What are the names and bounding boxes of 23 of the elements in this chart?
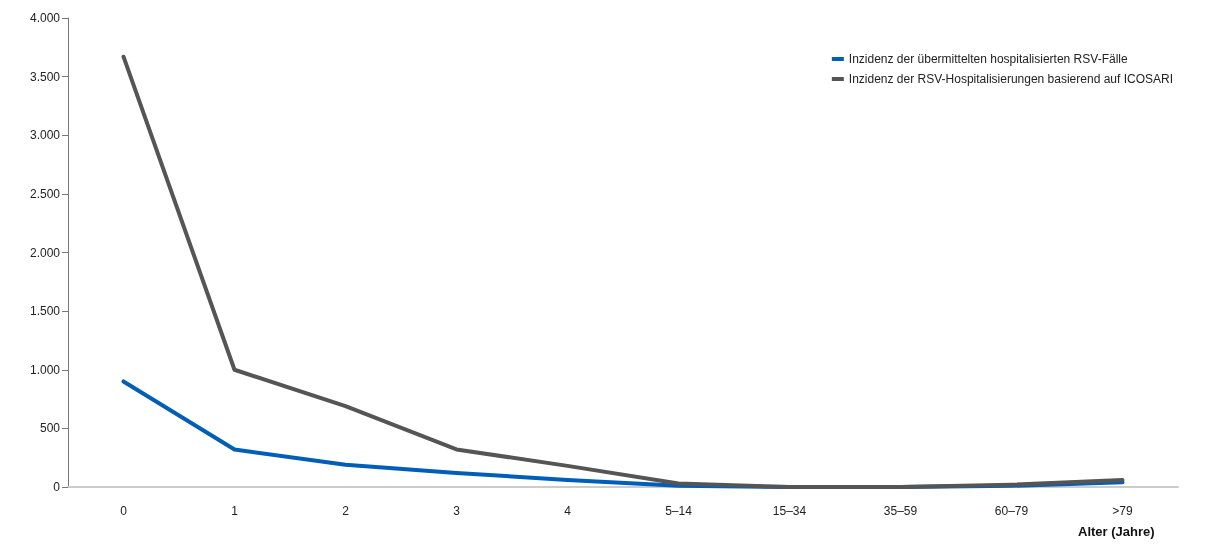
y-tick-label: 3.500 — [29, 69, 61, 84]
x-tick-label: 0 — [120, 504, 128, 518]
x-tick-label: 60–79 — [994, 504, 1029, 518]
x-tick-label: 2 — [342, 504, 350, 518]
x-tick-label: >79 — [1112, 504, 1133, 518]
y-tick-label: 0 — [53, 480, 61, 494]
y-tick-label: 3.000 — [29, 128, 61, 143]
line-series — [121, 54, 1125, 489]
x-tick-label: 15–34 — [772, 504, 807, 518]
y-tick-label: 2.000 — [29, 245, 61, 260]
x-tick-label: 4 — [564, 504, 572, 518]
x-tick-label: 1 — [231, 504, 239, 518]
y-tick-label: 2.500 — [29, 186, 61, 201]
y-tick-label: 4.000 — [29, 11, 61, 25]
x-tick-label: 3 — [453, 504, 461, 518]
x-tick-label: 35–59 — [883, 504, 918, 518]
legend-label: Inzidenz der RSV-Hospitalisierungen basierend auf ICOSARI — [848, 72, 1173, 86]
y-tick-label: 500 — [39, 421, 61, 436]
x-tick-label: 5–14 — [665, 504, 693, 518]
x-axis-title: Alter (Jahre) — [1078, 524, 1155, 539]
y-tick-label: 1.500 — [29, 304, 61, 319]
legend-label: Inzidenz der übermittelten hospitalisierten RSV-Fälle — [848, 52, 1128, 66]
y-tick-label: 1.000 — [29, 362, 61, 377]
